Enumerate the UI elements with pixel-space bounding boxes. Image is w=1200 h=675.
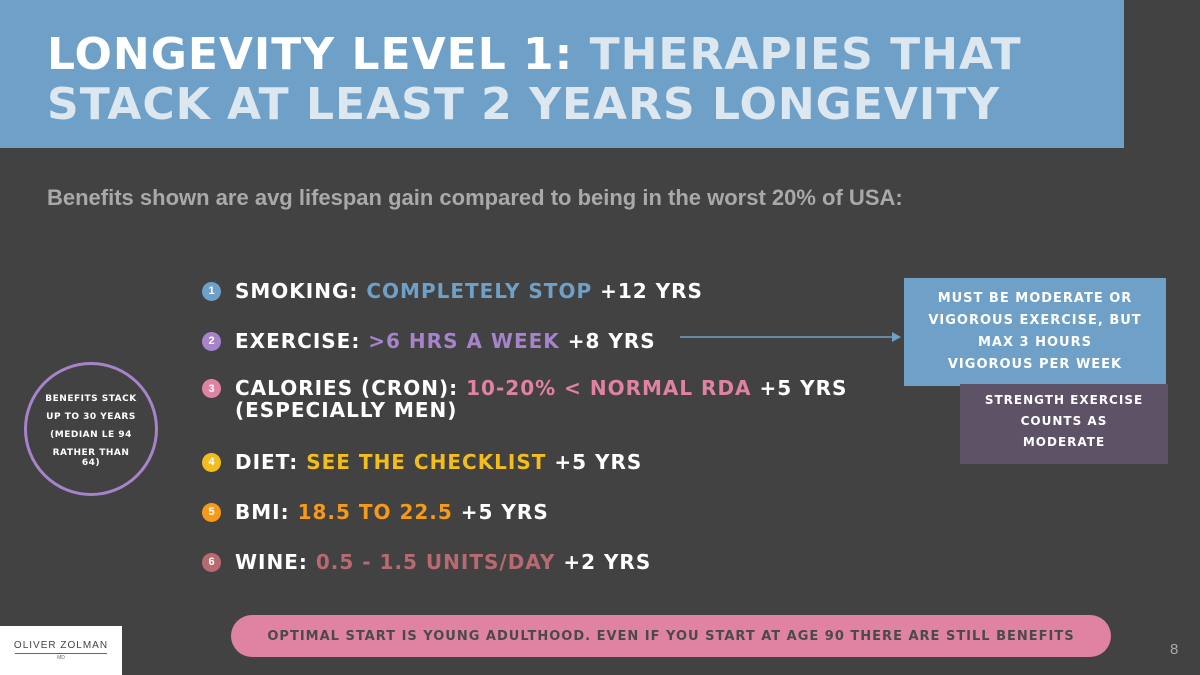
list-item-calories: 3 CALORIES (CRON): 10-20% < NORMAL RDA +… [202, 377, 847, 425]
list-item-smoking: 1 SMOKING: COMPLETELY STOP +12 YRS [202, 276, 703, 306]
item-text: EXERCISE: >6 HRS A WEEK +8 YRS [235, 329, 656, 353]
number-badge: 4 [202, 452, 221, 472]
arrow-right-icon [680, 332, 901, 342]
list-item-wine: 6 WINE: 0.5 - 1.5 UNITS/DAY +2 YRS [202, 547, 651, 577]
slide-subtitle: Benefits shown are avg lifespan gain com… [47, 185, 903, 210]
title-prefix: LONGEVITY LEVEL 1: [47, 29, 574, 80]
title-banner [0, 0, 1124, 148]
item-text: BMI: 18.5 TO 22.5 +5 YRS [235, 500, 549, 524]
item-text: WINE: 0.5 - 1.5 UNITS/DAY +2 YRS [235, 550, 652, 574]
number-badge: 2 [202, 331, 221, 351]
logo: OLIVER ZOLMAN MD [0, 626, 122, 675]
item-text: CALORIES (CRON): 10-20% < NORMAL RDA +5 … [235, 376, 848, 422]
benefits-stack-text: BENEFITS STACK UP TO 30 YEARS (MEDIAN LE… [45, 394, 137, 468]
benefits-stack-circle: BENEFITS STACK UP TO 30 YEARS (MEDIAN LE… [24, 362, 158, 496]
list-item-bmi: 5 BMI: 18.5 TO 22.5 +5 YRS [202, 497, 549, 527]
item-text: DIET: SEE THE CHECKLIST +5 YRS [235, 450, 643, 474]
strength-note-box: STRENGTH EXERCISE COUNTS AS MODERATE [960, 384, 1168, 464]
number-badge: 5 [202, 502, 221, 522]
number-badge: 6 [202, 552, 221, 572]
list-item-exercise: 2 EXERCISE: >6 HRS A WEEK +8 YRS [202, 326, 656, 356]
number-badge: 3 [202, 379, 221, 398]
logo-name: OLIVER ZOLMAN [13, 640, 109, 651]
number-badge: 1 [202, 281, 221, 301]
title-main: THERAPIES THAT STACK AT LEAST 2 YEARS LO… [47, 29, 1022, 130]
item-text: SMOKING: COMPLETELY STOP +12 YRS [235, 279, 703, 303]
logo-sub: MD [57, 655, 65, 661]
page-number: 8 [1170, 641, 1179, 658]
exercise-note-box: MUST BE MODERATE OR VIGOROUS EXERCISE, B… [904, 278, 1166, 386]
list-item-diet: 4 DIET: SEE THE CHECKLIST +5 YRS [202, 447, 642, 477]
logo-divider [15, 653, 107, 654]
slide-title: LONGEVITY LEVEL 1: THERAPIES THAT STACK … [47, 30, 1107, 130]
bottom-banner: OPTIMAL START IS YOUNG ADULTHOOD. EVEN I… [231, 615, 1111, 657]
